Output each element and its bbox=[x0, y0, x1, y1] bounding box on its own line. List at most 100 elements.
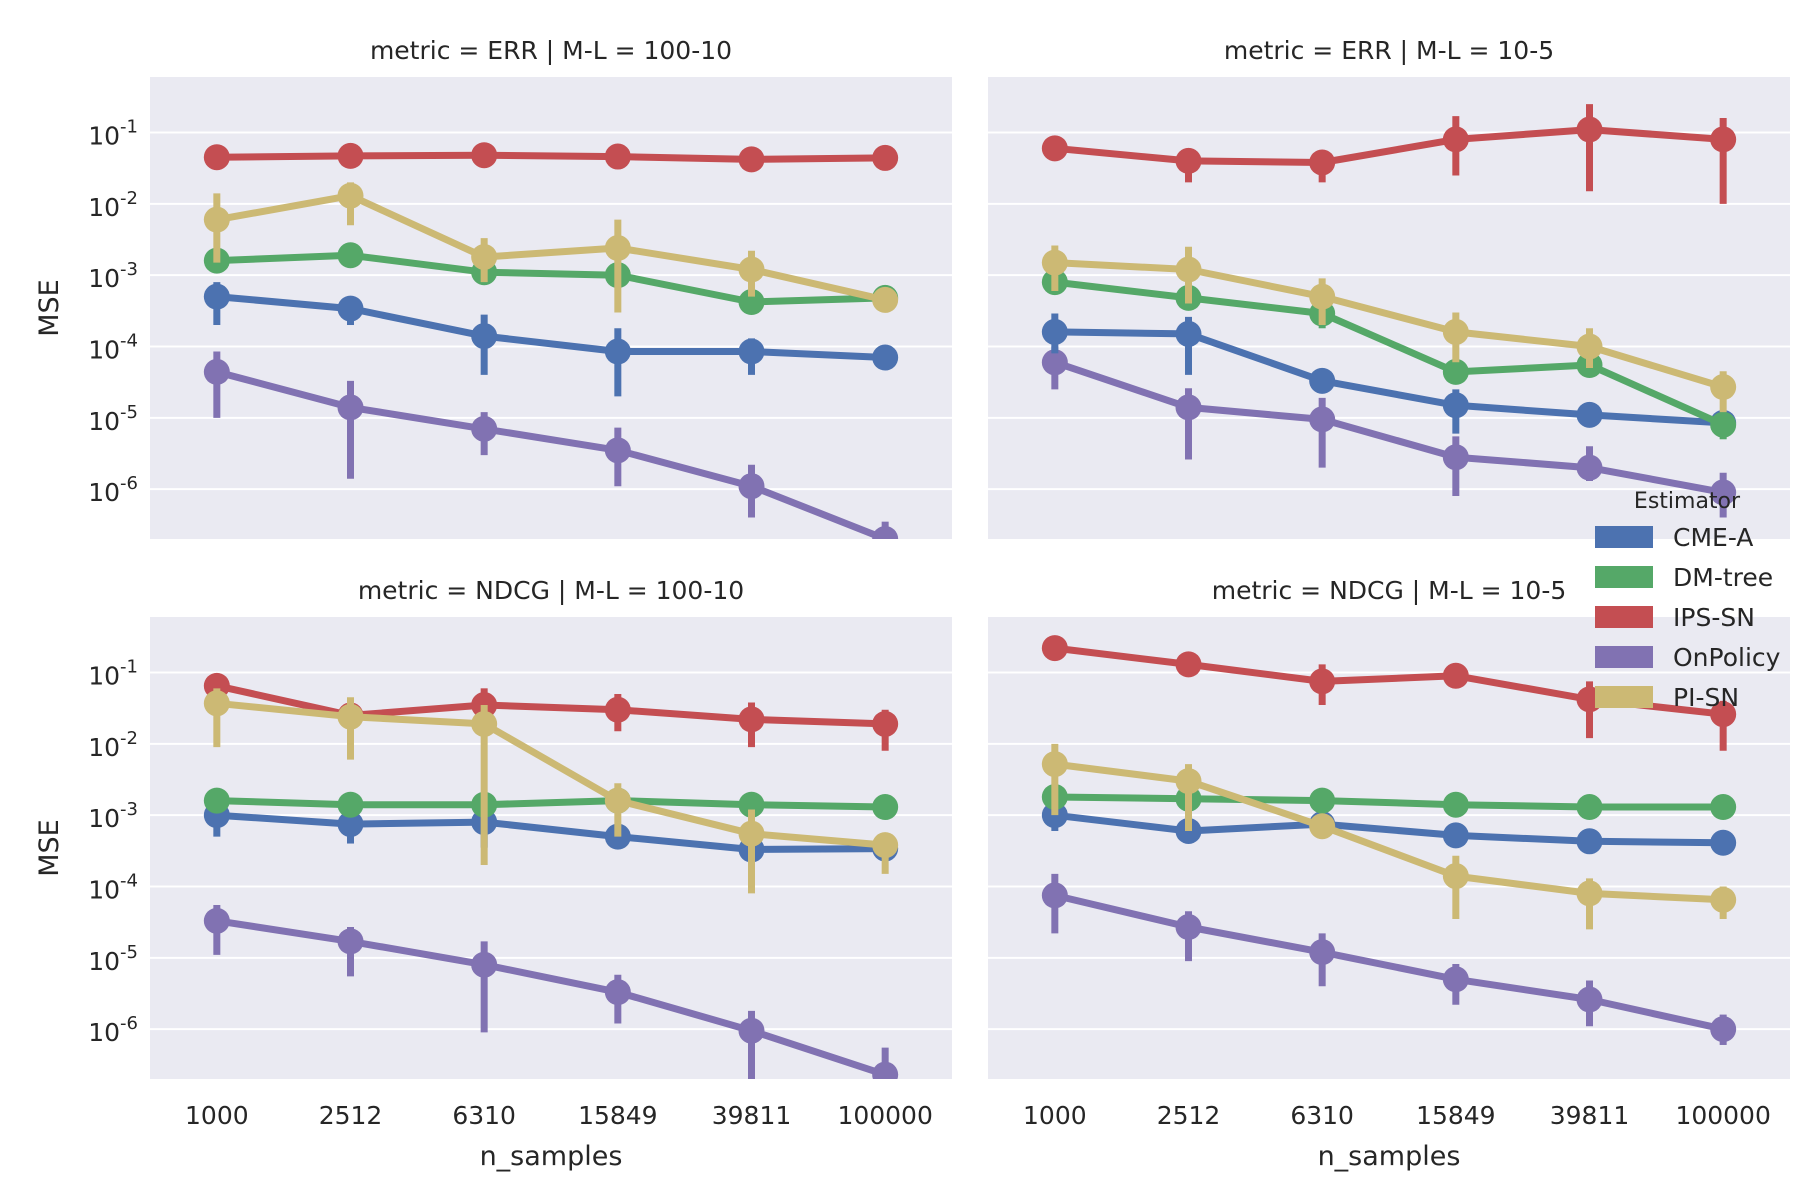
plot-area bbox=[203, 142, 899, 539]
series-ips-sn bbox=[1041, 104, 1737, 204]
panel-title: metric = NDCG | M-L = 10-5 bbox=[1212, 576, 1567, 605]
data-point bbox=[1175, 394, 1202, 421]
data-point bbox=[872, 832, 899, 859]
data-point bbox=[1041, 635, 1068, 662]
legend-swatch bbox=[1595, 526, 1653, 548]
data-point bbox=[1041, 249, 1068, 276]
plot-area bbox=[203, 672, 899, 1079]
panel-background bbox=[988, 77, 1790, 539]
data-point bbox=[1309, 939, 1336, 966]
legend-entry-onpolicy: OnPolicy bbox=[1595, 643, 1781, 672]
data-point bbox=[337, 703, 364, 730]
data-point bbox=[471, 415, 498, 442]
data-point bbox=[1175, 147, 1202, 174]
data-point bbox=[1442, 318, 1469, 345]
y-tick-label: 10-5 bbox=[88, 402, 138, 436]
series-line bbox=[216, 699, 886, 849]
series-onpolicy bbox=[1041, 346, 1737, 518]
data-point bbox=[1710, 886, 1737, 913]
panel-title: metric = NDCG | M-L = 100-10 bbox=[358, 576, 744, 605]
series-line bbox=[216, 797, 886, 811]
x-tick-label: 1000 bbox=[185, 1101, 249, 1130]
chart-panels: metric = ERR | M-L = 100-10 10-1 10-2 10-3 1… bbox=[34, 36, 1790, 1172]
data-point bbox=[471, 951, 498, 978]
series-line bbox=[216, 682, 886, 728]
series-pi-sn bbox=[1041, 743, 1737, 930]
series-line bbox=[216, 811, 886, 853]
data-point bbox=[1309, 787, 1336, 814]
data-point bbox=[1710, 794, 1737, 821]
data-point bbox=[1710, 374, 1737, 401]
data-point bbox=[738, 473, 765, 500]
x-axis-label: n_samples bbox=[1318, 1141, 1461, 1172]
data-point bbox=[1175, 768, 1202, 795]
data-point bbox=[1442, 392, 1469, 419]
data-point bbox=[604, 338, 631, 365]
data-point bbox=[872, 286, 899, 313]
data-point bbox=[1041, 882, 1068, 909]
data-point bbox=[1576, 454, 1603, 481]
panel-title: metric = ERR | M-L = 10-5 bbox=[1224, 36, 1554, 65]
legend-title: Estimator bbox=[1634, 489, 1741, 514]
x-tick-label: 2512 bbox=[319, 1101, 383, 1130]
x-tick-label: 15849 bbox=[578, 1101, 658, 1130]
y-tick-label: 10-6 bbox=[88, 1013, 138, 1047]
panel-2: metric = ERR | M-L = 10-5 bbox=[988, 36, 1790, 539]
data-point bbox=[1576, 986, 1603, 1013]
series-line bbox=[1054, 278, 1725, 428]
data-point bbox=[337, 295, 364, 322]
data-point bbox=[604, 787, 631, 814]
data-point bbox=[1175, 256, 1202, 283]
data-point bbox=[337, 928, 364, 955]
data-point bbox=[1442, 662, 1469, 689]
data-point bbox=[203, 144, 230, 171]
data-point bbox=[872, 344, 899, 371]
data-point bbox=[1041, 135, 1068, 162]
data-point bbox=[1576, 828, 1603, 855]
data-point bbox=[738, 146, 765, 173]
data-point bbox=[471, 323, 498, 350]
series-line bbox=[1053, 358, 1724, 496]
data-point bbox=[337, 811, 364, 838]
data-point bbox=[1710, 479, 1737, 506]
data-point bbox=[738, 256, 765, 283]
y-axis-label: MSE bbox=[34, 819, 65, 877]
data-point bbox=[337, 791, 364, 818]
data-point bbox=[1710, 126, 1737, 153]
data-point bbox=[471, 710, 498, 737]
data-point bbox=[471, 142, 498, 169]
data-point bbox=[738, 1017, 765, 1044]
series-line bbox=[1054, 126, 1724, 166]
x-axis-label: n_samples bbox=[480, 1141, 623, 1172]
data-point bbox=[738, 338, 765, 365]
series-line bbox=[1054, 760, 1724, 904]
data-point bbox=[203, 358, 230, 385]
series-line bbox=[1053, 891, 1724, 1033]
series-line bbox=[1054, 793, 1724, 811]
series-line bbox=[1054, 328, 1724, 427]
series-onpolicy bbox=[203, 351, 899, 539]
data-point bbox=[604, 143, 631, 170]
data-point bbox=[1442, 863, 1469, 890]
data-point bbox=[872, 526, 899, 539]
data-point bbox=[203, 283, 230, 310]
series-onpolicy bbox=[203, 905, 899, 1079]
data-point bbox=[1576, 116, 1603, 143]
x-tick-label: 15849 bbox=[1416, 1101, 1496, 1130]
x-tick-label: 100000 bbox=[1675, 1101, 1770, 1130]
panel-title: metric = ERR | M-L = 100-10 bbox=[370, 36, 732, 65]
data-point bbox=[1041, 751, 1068, 778]
legend-label: DM-tree bbox=[1673, 563, 1773, 592]
legend-label: IPS-SN bbox=[1673, 603, 1755, 632]
x-tick-label: 39811 bbox=[712, 1101, 792, 1130]
y-tick-label: 10-2 bbox=[88, 188, 138, 222]
data-point bbox=[203, 787, 230, 814]
y-tick-label: 10-3 bbox=[88, 799, 138, 833]
data-point bbox=[1442, 126, 1469, 153]
data-point bbox=[1710, 829, 1737, 856]
x-tick-label: 39811 bbox=[1550, 1101, 1630, 1130]
data-point bbox=[1175, 651, 1202, 678]
data-point bbox=[1442, 444, 1469, 471]
data-point bbox=[337, 142, 364, 169]
data-point bbox=[872, 710, 899, 737]
